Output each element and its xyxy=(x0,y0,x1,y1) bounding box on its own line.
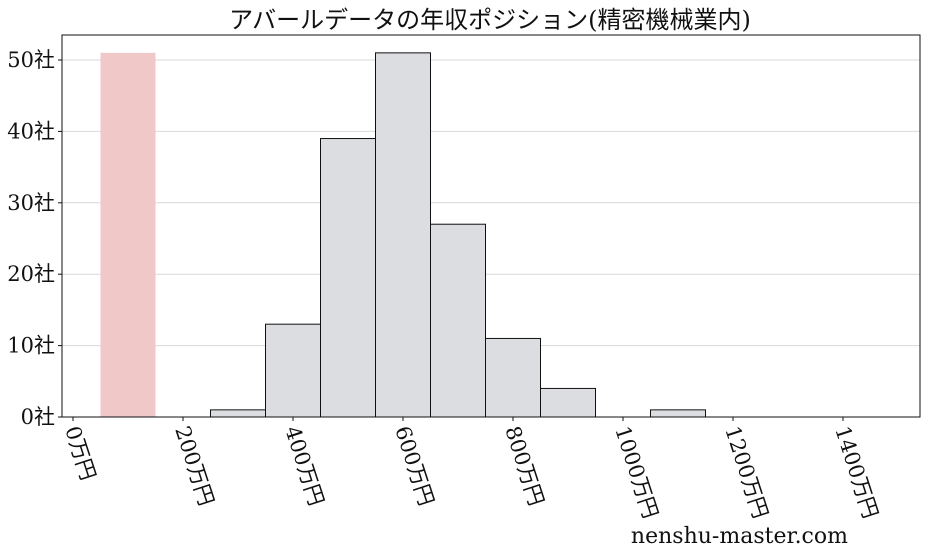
histogram-bar xyxy=(210,409,266,418)
x-tick-label: 1000万円 xyxy=(610,423,662,521)
histogram-bar xyxy=(375,52,431,418)
x-tick-label: 600万円 xyxy=(390,423,438,508)
histogram-bar xyxy=(650,409,706,418)
y-tick-label: 10社 xyxy=(7,334,55,358)
y-tick-label: 40社 xyxy=(7,119,55,143)
y-tick-label: 50社 xyxy=(7,48,55,72)
x-tick-label: 400万円 xyxy=(280,423,328,508)
x-tick-label: 1200万円 xyxy=(720,423,772,521)
x-axis-ticks: 0万円 200万円 400万円 600万円 800万円 1000万円 1200万円 1400万… xyxy=(60,417,883,521)
plot-frame xyxy=(61,34,921,418)
histogram-bar xyxy=(540,387,596,418)
y-axis-ticks: 0社 10社 20社 30社 40社 50社 xyxy=(7,48,62,429)
y-tick-label: 30社 xyxy=(7,191,55,215)
histogram-bar xyxy=(265,323,321,418)
histogram-bar xyxy=(320,138,376,418)
y-tick-label: 0社 xyxy=(21,405,55,429)
watermark-text: nenshu-master.com xyxy=(631,524,848,549)
x-tick-label: 1400万円 xyxy=(830,423,882,521)
highlight-bar xyxy=(100,52,156,418)
y-tick-label: 20社 xyxy=(7,262,55,286)
x-tick-label: 800万円 xyxy=(500,423,548,508)
histogram-bar xyxy=(430,223,486,418)
x-tick-label: 200万円 xyxy=(170,423,218,508)
bar-series xyxy=(100,52,706,418)
x-tick-label: 0万円 xyxy=(60,423,100,483)
chart-title: アバールデータの年収ポジション(精密機械業内) xyxy=(229,6,751,34)
histogram-bar xyxy=(485,337,541,418)
